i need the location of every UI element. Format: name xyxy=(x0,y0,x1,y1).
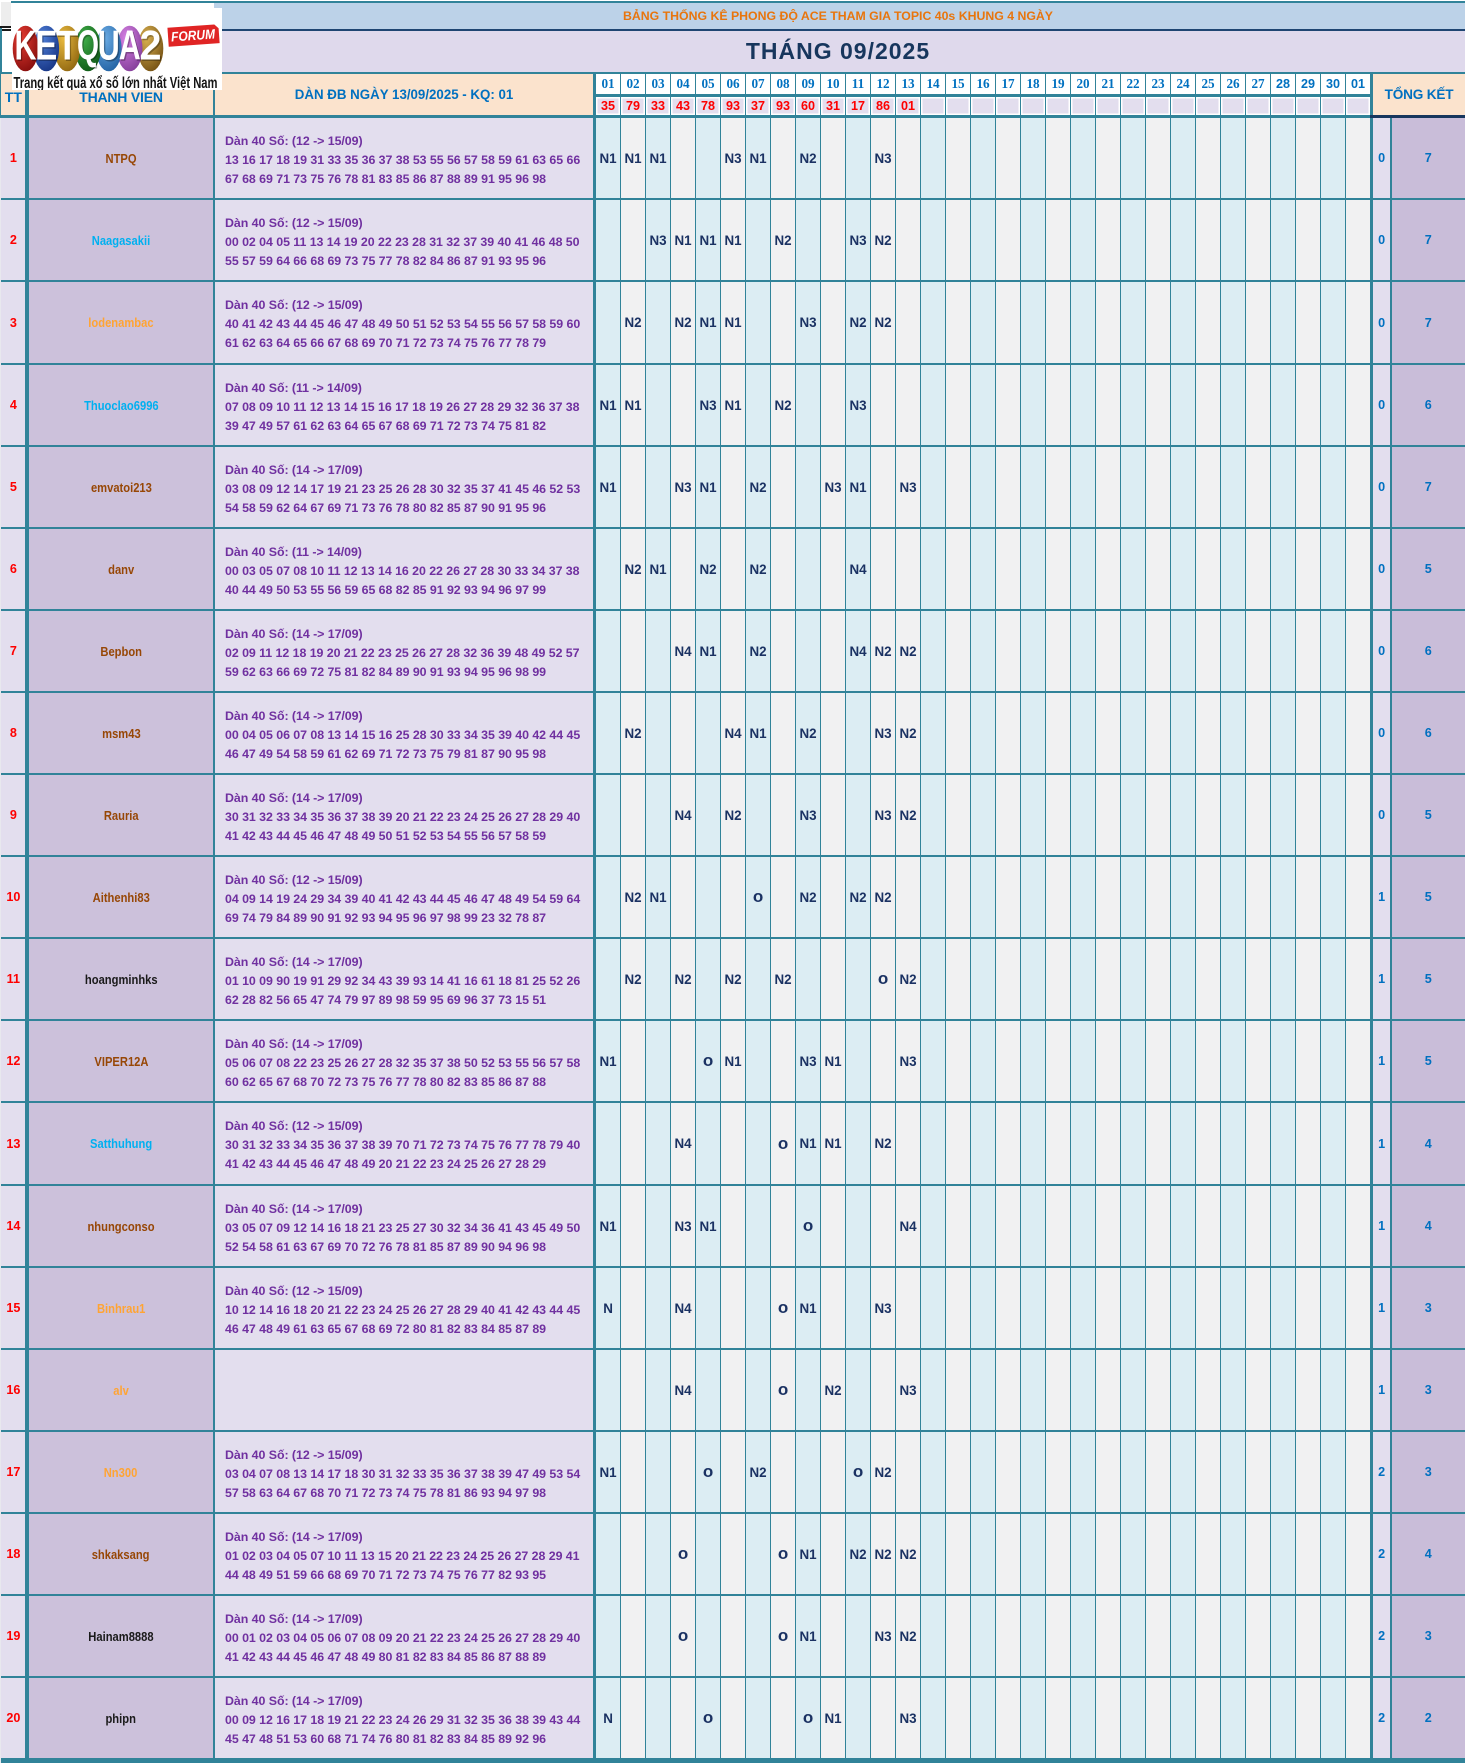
svg-text:E: E xyxy=(36,23,58,70)
svg-text:U: U xyxy=(99,23,121,70)
svg-text:E: E xyxy=(35,21,57,68)
svg-text:K: K xyxy=(15,23,37,70)
svg-text:A: A xyxy=(118,21,140,68)
svg-text:A: A xyxy=(120,23,142,70)
svg-text:Q: Q xyxy=(78,23,100,70)
svg-text:T: T xyxy=(57,23,79,70)
svg-text:Trang kết quả xổ số lớn nhất V: Trang kết quả xổ số lớn nhất Việt Nam xyxy=(13,75,217,90)
svg-text:2: 2 xyxy=(140,23,162,70)
svg-text:2: 2 xyxy=(139,21,161,68)
svg-text:Q: Q xyxy=(77,21,99,68)
svg-text:U: U xyxy=(97,21,119,68)
svg-text:T: T xyxy=(56,21,78,68)
svg-text:K: K xyxy=(14,21,36,68)
svg-text:FORUM: FORUM xyxy=(170,26,216,44)
